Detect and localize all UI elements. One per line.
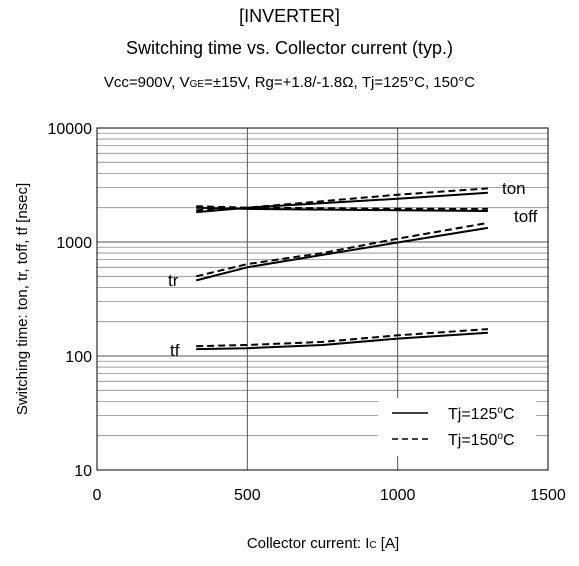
plot-frame [96, 127, 549, 471]
legend: Tj=125oC Tj=150oC [378, 398, 536, 456]
chart-title: [INVERTER] [239, 6, 340, 26]
series-layer [195, 187, 489, 351]
y-tick-label: 10 [74, 463, 92, 480]
legend-label-125: Tj=125oC [448, 405, 515, 423]
chart-subtitle: Switching time vs. Collector current (ty… [125, 38, 454, 58]
y-tick-label: 1000 [56, 235, 92, 252]
tick-labels: 10 100 1000 10000 0 500 1000 1500 [48, 121, 566, 504]
grid-lines [97, 128, 548, 470]
chart-conditions: Vcc=900V, VGE=±15V, Rg=+1.8/-1.8Ω, Tj=12… [0, 74, 579, 91]
series-ton-150c [196, 187, 488, 212]
conditions-vcc: Vcc=900V, V [103, 74, 190, 91]
x-tick-label: 0 [93, 487, 102, 504]
series-tf-125c [196, 331, 488, 351]
series-tr-125c [195, 226, 489, 282]
conditions-rest: =±15V, Rg=+1.8/-1.8Ω, Tj=125°C, 150°C [204, 74, 476, 91]
series-tr-150c [195, 221, 489, 278]
legend-background [378, 398, 536, 456]
series-toff-125c [196, 206, 488, 212]
x-tick-label: 500 [234, 487, 261, 504]
conditions-vge-subscript: GE [189, 79, 205, 90]
x-tick-label: 1500 [530, 487, 566, 504]
x-tick-label: 1000 [380, 487, 416, 504]
curve-label-tf: tf [170, 341, 180, 360]
y-tick-label: 10000 [48, 121, 93, 138]
curve-label-toff: toff [514, 207, 538, 226]
curve-label-ton: ton [502, 179, 526, 198]
series-toff-150c [196, 205, 488, 210]
y-axis-label: Switching time: ton, tr, toff, tf [nsec] [14, 183, 31, 415]
series-tf-150c [196, 328, 488, 348]
y-tick-label: 100 [65, 349, 92, 366]
curve-label-tr: tr [168, 271, 179, 290]
legend-label-150: Tj=150oC [448, 431, 515, 449]
x-axis-label: Collector current: IC [A] [247, 535, 399, 552]
